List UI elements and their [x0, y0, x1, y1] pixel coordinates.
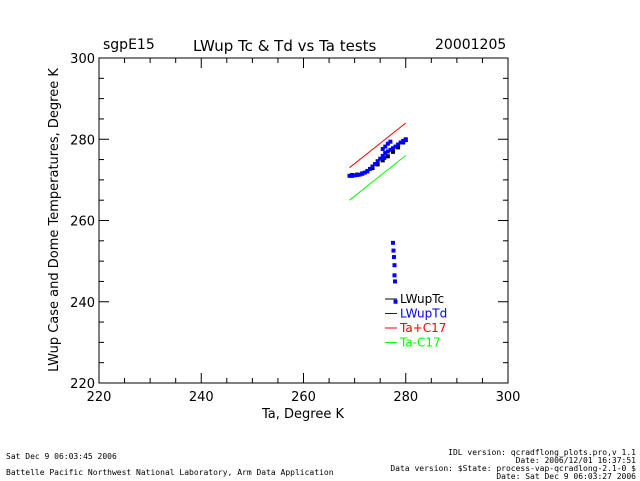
series-line-segment: [349, 155, 407, 201]
data-point: [362, 170, 367, 175]
data-point: [385, 154, 390, 159]
y-tick-label: 280: [70, 133, 95, 148]
date-label: 20001205: [435, 37, 507, 53]
footer-run-time: Sat Dec 9 06:03:45 2006: [6, 452, 117, 461]
data-point: [357, 172, 362, 177]
data-point: [391, 255, 396, 260]
data-point: [391, 248, 396, 253]
data-point: [360, 171, 365, 176]
x-tick-label: 260: [291, 390, 316, 405]
data-point: [347, 173, 352, 178]
data-point: [380, 158, 385, 163]
data-point: [385, 149, 390, 154]
y-tick-label: 260: [70, 215, 95, 230]
x-tick-label: 300: [496, 390, 521, 405]
data-point: [352, 173, 357, 178]
y-tick-label: 300: [70, 52, 95, 67]
data-point: [388, 147, 393, 152]
data-point: [355, 173, 360, 177]
x-tick-label: 240: [189, 390, 214, 405]
series-ta-c17: [349, 122, 407, 169]
data-point: [380, 153, 385, 158]
legend-label: Ta+C17: [399, 321, 446, 335]
series-line-segment: [349, 122, 407, 169]
chart-title: LWup Tc & Td vs Ta tests: [193, 37, 377, 55]
data-point: [373, 162, 378, 167]
legend-label: LWupTd: [400, 307, 447, 321]
data-point: [393, 299, 398, 304]
data-point: [365, 168, 370, 173]
data-point: [392, 263, 397, 268]
footer-data-version: Data version: $State: process-vap-qcradl…: [390, 464, 636, 473]
x-axis-label: Ta, Degree K: [261, 407, 344, 422]
data-point: [388, 139, 393, 144]
data-point: [396, 145, 401, 150]
series-layer: [347, 122, 408, 304]
series-lwuptd: [347, 137, 408, 304]
data-point: [383, 151, 388, 156]
data-point: [385, 141, 390, 146]
data-point: [383, 144, 388, 149]
data-point: [390, 240, 395, 245]
footer-organization: Battelle Pacific Northwest National Labo…: [6, 468, 334, 477]
data-point: [380, 147, 385, 151]
footer-idl-date: Date: 2006/12/01 16:37:51: [515, 456, 636, 465]
data-point: [403, 137, 408, 142]
y-tick-label: 240: [70, 296, 95, 311]
axis-ticks: [98, 57, 509, 384]
data-point: [398, 140, 403, 145]
legend-label: LWupTc: [400, 292, 444, 306]
data-point: [378, 156, 383, 161]
site-label: sgpE15: [103, 37, 155, 53]
x-tick-label: 280: [393, 390, 418, 405]
data-point: [370, 164, 375, 169]
footer-data-date: Date: Sat Dec 9 06:03:27 2006: [496, 472, 636, 481]
plot-frame: [98, 57, 509, 384]
legend-label: Ta-C17: [399, 336, 441, 350]
data-point: [390, 146, 395, 151]
y-axis-label: LWup Case and Dome Temperatures, Degree …: [47, 68, 62, 372]
data-point: [382, 155, 387, 160]
footer-idl-version: IDL version: qcradflong_plots.pro,v 1.1: [448, 448, 636, 457]
data-point: [390, 149, 395, 154]
data-point: [350, 173, 355, 178]
data-point: [396, 142, 401, 147]
data-point: [392, 273, 397, 278]
axis-tick-labels: 220 240 260 280 300 220 240 260 280 300: [70, 52, 520, 405]
data-point: [393, 279, 398, 284]
data-point: [401, 138, 406, 143]
series-ta-c17: [349, 155, 407, 201]
data-point: [375, 159, 380, 164]
y-tick-label: 220: [70, 377, 95, 392]
x-tick-label: 220: [87, 390, 112, 405]
data-point: [367, 166, 372, 171]
data-point: [393, 144, 398, 149]
data-point: [375, 162, 380, 167]
